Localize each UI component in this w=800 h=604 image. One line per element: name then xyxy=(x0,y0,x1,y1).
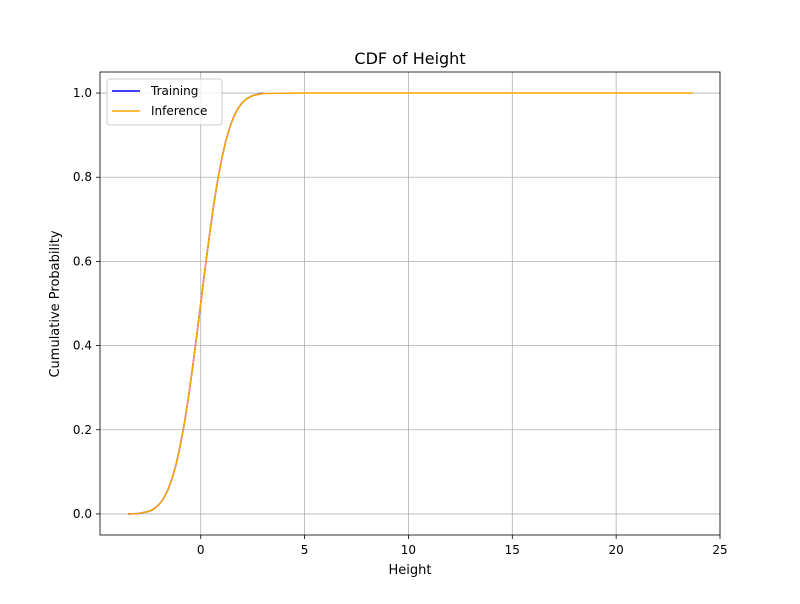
x-tick-label: 0 xyxy=(197,543,205,557)
y-tick-label: 0.0 xyxy=(73,507,92,521)
x-tick-label: 20 xyxy=(609,543,624,557)
legend: Training Inference xyxy=(106,78,223,126)
y-axis-label: Cumulative Probability xyxy=(48,230,63,377)
series-lines xyxy=(128,92,693,515)
y-tick-label: 0.6 xyxy=(73,254,92,268)
y-tick-label: 1.0 xyxy=(73,86,92,100)
x-axis-label: Height xyxy=(389,563,432,578)
x-axis-ticks: 0 5 10 15 20 25 xyxy=(197,535,728,557)
x-tick-label: 15 xyxy=(505,543,520,557)
legend-label-inference: Inference xyxy=(151,104,207,118)
grid xyxy=(100,72,721,535)
plot-frame xyxy=(99,71,721,536)
series-line-inference xyxy=(128,92,693,515)
y-axis-ticks: 0.0 0.2 0.4 0.6 0.8 1.0 xyxy=(73,86,100,521)
x-tick-label: 25 xyxy=(712,543,727,557)
y-tick-label: 0.4 xyxy=(73,339,92,353)
y-tick-label: 0.8 xyxy=(73,170,92,184)
chart-title: CDF of Height xyxy=(354,49,465,68)
legend-label-training: Training xyxy=(150,84,198,98)
x-tick-label: 10 xyxy=(401,543,416,557)
y-tick-label: 0.2 xyxy=(73,423,92,437)
x-tick-label: 5 xyxy=(301,543,309,557)
